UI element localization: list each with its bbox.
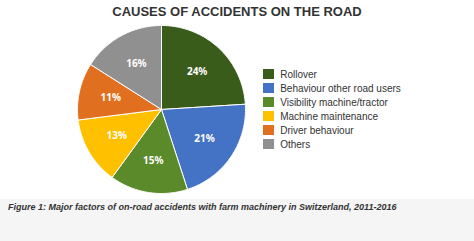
html-text:Driver behaviour: Driver behaviour (280, 124, 354, 136)
svg-text:15%: 15% (143, 153, 163, 167)
html-text:Rollover: Rollover (280, 68, 317, 80)
html-text:Figure 1: Major factors of on-: Figure 1: Major factors of on-road accid… (8, 202, 397, 212)
svg-text:21%: 21% (195, 131, 215, 145)
html-text:Machine maintenance: Machine maintenance (280, 110, 378, 122)
svg-text:13%: 13% (107, 128, 127, 142)
svg-text:11%: 11% (101, 90, 121, 104)
html-text:Behaviour other road users: Behaviour other road users (280, 82, 401, 94)
svg-text:24%: 24% (187, 64, 207, 78)
svg-text:16%: 16% (126, 56, 146, 70)
html-text:Visibility machine/tractor: Visibility machine/tractor (280, 96, 388, 108)
html-text:CAUSES OF ACCIDENTS ON THE ROA: CAUSES OF ACCIDENTS ON THE ROAD (112, 4, 362, 19)
html-text:Others: Others (280, 138, 311, 150)
